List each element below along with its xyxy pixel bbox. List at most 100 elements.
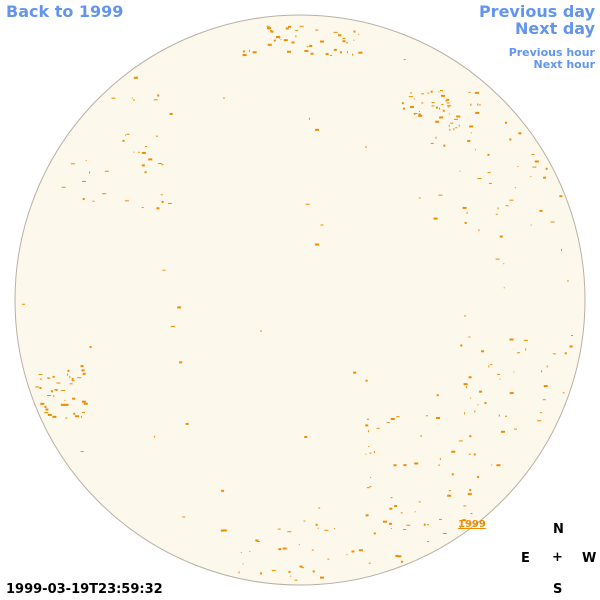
feature <box>373 451 375 454</box>
feature <box>288 25 292 28</box>
feature <box>435 106 438 109</box>
feature <box>167 202 172 204</box>
feature <box>365 379 368 382</box>
feature <box>80 365 84 368</box>
feature <box>386 421 390 423</box>
feature <box>495 258 500 260</box>
feature <box>478 104 481 106</box>
feature <box>517 165 519 167</box>
year-label[interactable]: 1999 <box>458 519 486 530</box>
feature <box>52 415 57 418</box>
feature <box>495 213 498 215</box>
feature <box>221 489 225 492</box>
feature <box>470 513 473 515</box>
feature <box>104 170 109 172</box>
feature <box>299 25 304 27</box>
feature <box>420 434 422 437</box>
feature <box>82 197 85 200</box>
feature <box>320 576 325 579</box>
feature <box>285 27 289 30</box>
feature <box>396 416 400 418</box>
feature <box>287 531 292 533</box>
feature <box>47 413 52 416</box>
feature <box>474 91 479 94</box>
feature <box>365 424 369 427</box>
feature <box>124 134 126 136</box>
feature <box>467 140 471 143</box>
feature <box>161 164 164 166</box>
solar-disk <box>14 14 586 586</box>
feature <box>390 417 395 420</box>
feature <box>366 487 370 489</box>
feature <box>170 325 175 327</box>
feature <box>540 412 543 414</box>
feature <box>269 30 272 32</box>
feature <box>517 352 521 354</box>
feature <box>500 430 505 433</box>
feature <box>418 110 420 112</box>
feature <box>570 334 573 336</box>
feature <box>468 453 471 455</box>
next-day-link[interactable]: Next day <box>515 19 595 38</box>
feature <box>400 512 403 514</box>
feature <box>410 92 413 94</box>
feature <box>463 505 467 507</box>
feature <box>315 523 318 526</box>
feature <box>330 54 333 56</box>
feature <box>487 172 491 174</box>
feature <box>438 194 443 196</box>
feature <box>367 430 369 433</box>
feature <box>403 59 406 61</box>
feature <box>295 35 297 38</box>
feature <box>325 53 329 56</box>
feature <box>65 417 68 419</box>
feature <box>401 102 404 105</box>
feature <box>509 338 514 341</box>
feature <box>179 361 183 364</box>
feature <box>339 51 342 54</box>
feature <box>277 528 281 530</box>
feature <box>60 403 65 406</box>
feature <box>266 25 270 27</box>
feature <box>249 550 251 552</box>
feature <box>122 139 125 142</box>
feature <box>470 103 472 106</box>
feature <box>154 435 156 438</box>
feature <box>220 529 224 532</box>
feature <box>431 105 435 107</box>
feature <box>303 520 306 522</box>
previous-day-link[interactable]: Previous day <box>478 2 595 21</box>
feature <box>185 422 189 425</box>
next-hour-link[interactable]: Next hour <box>533 58 596 71</box>
feature <box>403 528 407 530</box>
feature <box>418 114 423 117</box>
feature <box>447 494 452 497</box>
feature <box>455 127 458 129</box>
feature <box>44 412 49 414</box>
feature <box>403 107 406 110</box>
feature <box>435 120 440 123</box>
feature <box>464 412 466 415</box>
feature <box>365 514 369 517</box>
feature <box>259 572 262 575</box>
feature <box>315 29 319 31</box>
feature <box>496 464 501 467</box>
feature <box>509 392 514 395</box>
feature <box>448 113 450 115</box>
feature <box>256 540 260 542</box>
back-link[interactable]: Back to 1999 <box>6 2 124 21</box>
feature <box>426 524 429 526</box>
feature <box>39 387 42 390</box>
feature <box>315 243 320 246</box>
feature <box>39 378 42 380</box>
feature <box>276 35 281 38</box>
feature <box>491 464 493 466</box>
feature <box>240 552 242 554</box>
feature <box>69 383 73 385</box>
feature <box>311 549 314 551</box>
feature <box>447 105 452 107</box>
previous-hour-link[interactable]: Previous hour <box>508 46 595 59</box>
feature <box>141 151 146 154</box>
feature <box>327 558 330 560</box>
